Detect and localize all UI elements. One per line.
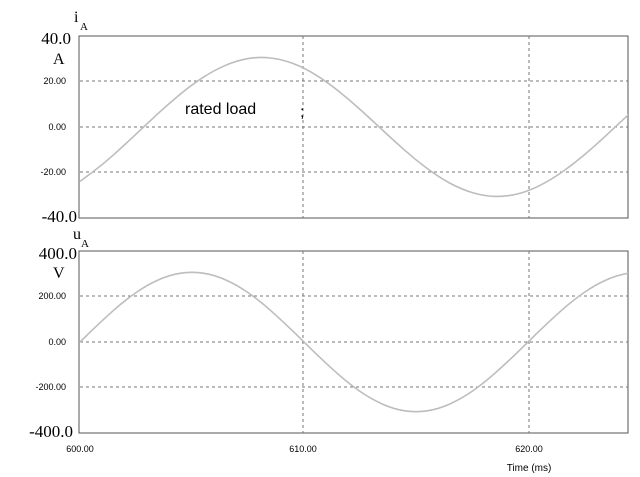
voltage-signal-label: u [73,226,81,243]
x-tick-620: 620.00 [515,444,543,454]
current-y-tick-0: 0.00 [48,122,66,132]
voltage-y-tick-0: 0.00 [48,337,66,347]
voltage-unit-label: V [53,265,65,282]
voltage-y-bottom-label: -400.0 [29,422,73,441]
voltage-panel: u A 400.0 V 200.00 0.00 -200.00 -400.0 6… [29,226,629,474]
current-trace [80,56,628,198]
current-y-tick-20: 20.00 [43,76,66,86]
x-tick-600: 600.00 [66,444,94,454]
voltage-y-tick-neg200: -200.00 [35,382,66,392]
voltage-trace [80,271,628,413]
x-tick-610: 610.00 [289,444,317,454]
x-axis-title: Time (ms) [507,463,552,474]
annotation-mark: ; [300,104,304,121]
voltage-y-top-label: 400.0 [39,244,77,263]
current-signal-subscript: A [80,21,88,33]
current-plot-frame [78,35,629,219]
current-y-top-label: 40.0 [41,29,71,48]
voltage-signal-subscript: A [81,238,89,250]
current-unit-label: A [53,51,65,68]
current-panel: i A 40.0 A 20.00 0.00 -20.00 -40.0 rated… [40,9,629,226]
current-y-bottom-label: -40.0 [42,207,77,226]
rated-load-annotation: rated load [185,101,256,118]
voltage-y-tick-200: 200.00 [38,291,66,301]
current-signal-label: i [74,9,79,26]
current-y-tick-neg20: -20.00 [40,167,66,177]
